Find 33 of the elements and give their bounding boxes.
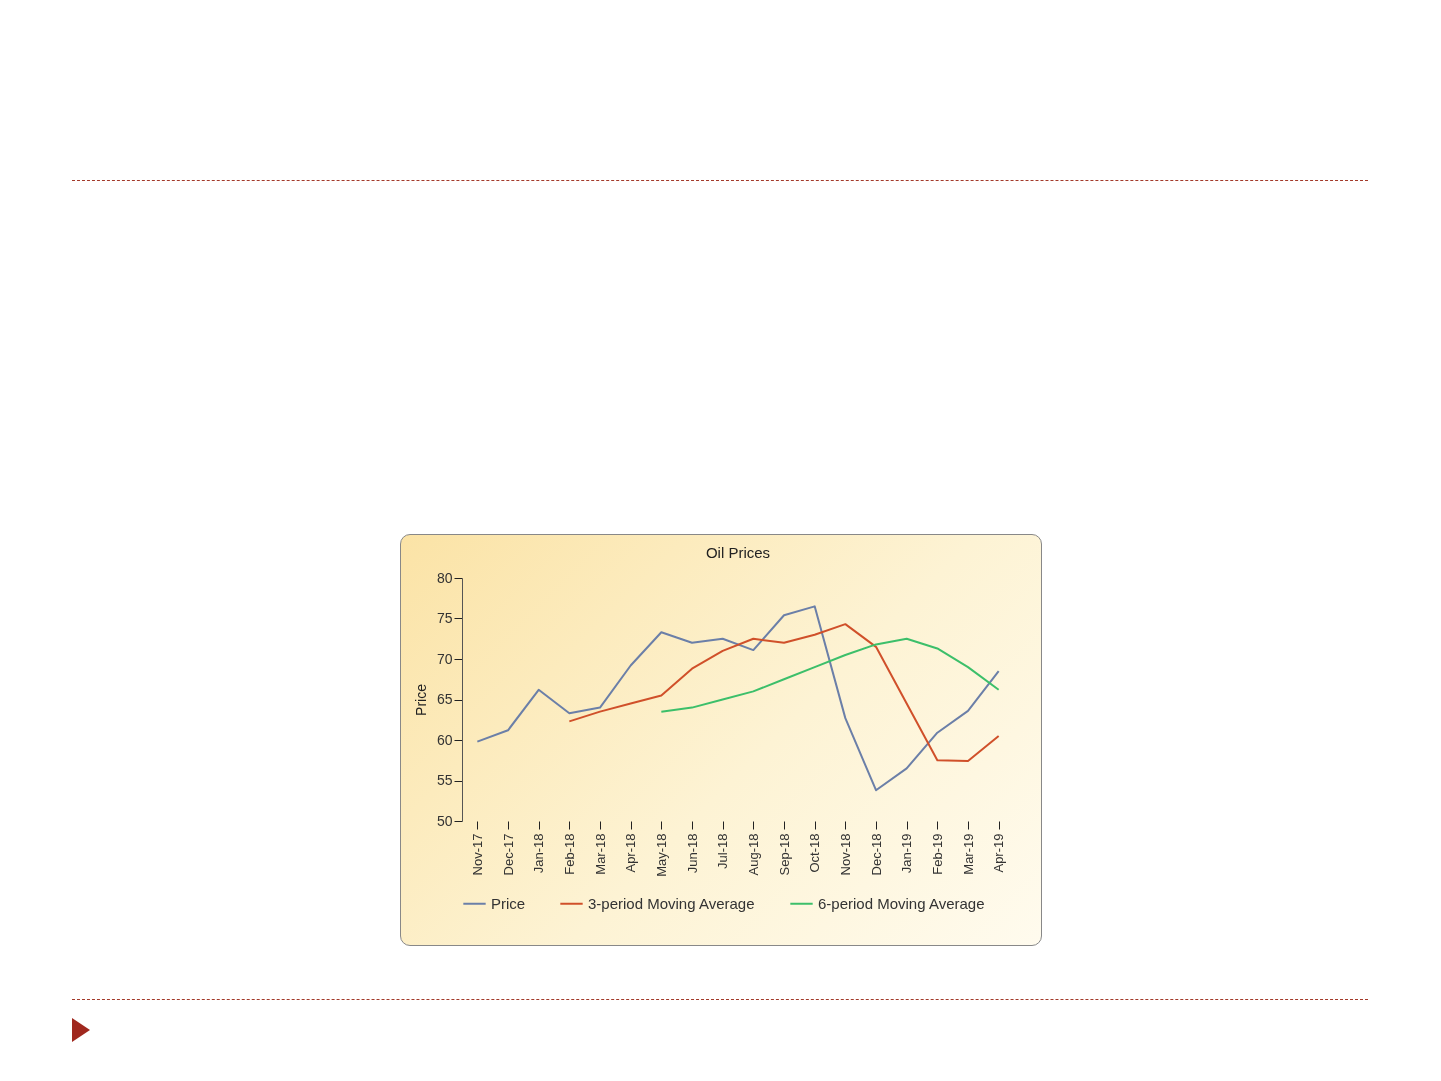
x-tick-label: Jan-18 <box>531 833 547 874</box>
y-tick-label: 60 <box>436 731 453 748</box>
x-tick-label: Mar-19 <box>960 833 976 875</box>
line-series <box>476 605 1000 792</box>
line-series <box>660 637 1000 713</box>
x-tick-label: Apr-19 <box>991 833 1007 873</box>
chart-title: Oil Prices <box>705 544 771 561</box>
y-tick-label: 55 <box>436 772 453 788</box>
x-tick-label: May-18 <box>653 833 669 877</box>
x-tick-label: Dec-17 <box>500 833 516 876</box>
x-tick-label: Sep-18 <box>776 833 792 876</box>
legend-label: 6-period Moving Average <box>818 894 985 912</box>
y-tick-label: 80 <box>436 569 453 586</box>
y-tick-label: 70 <box>436 650 453 667</box>
legend-label: 3-period Moving Average <box>588 894 755 912</box>
x-tick-label: Oct-18 <box>807 833 823 873</box>
y-tick-label: 65 <box>436 691 453 707</box>
x-tick-label: Nov-17 <box>469 833 485 876</box>
line-series <box>568 623 1000 763</box>
x-tick-label: Nov-18 <box>837 833 853 876</box>
x-tick-label: Mar-18 <box>592 833 608 875</box>
x-tick-label: Feb-18 <box>561 833 577 875</box>
y-axis-title: Price <box>412 683 429 716</box>
x-tick-label: Jan-19 <box>899 833 915 874</box>
x-tick-label: Jun-18 <box>684 833 700 874</box>
y-tick-label: 75 <box>436 610 453 626</box>
x-tick-label: Dec-18 <box>868 833 884 876</box>
x-tick-label: Jul-18 <box>715 833 731 869</box>
x-tick-label: Apr-18 <box>623 833 639 873</box>
x-tick-label: Feb-19 <box>929 833 945 875</box>
x-tick-label: Aug-18 <box>745 833 761 876</box>
legend-label: Price <box>491 894 526 912</box>
y-tick-label: 50 <box>436 812 453 829</box>
